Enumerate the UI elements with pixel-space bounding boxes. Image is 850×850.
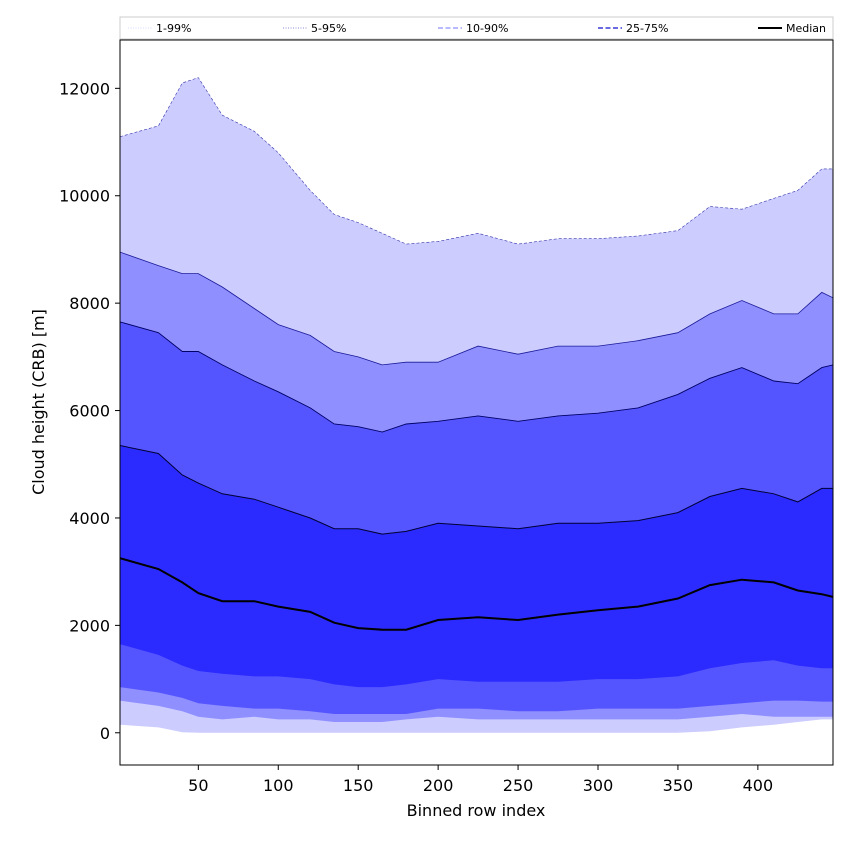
y-axis-ticks: 0 2000 4000 6000 8000 10000 12000 xyxy=(59,79,120,743)
y-tick-label: 12000 xyxy=(59,79,110,98)
line-median xyxy=(120,557,833,631)
x-axis-ticks: 50 100 150 200 250 300 350 400 xyxy=(188,765,773,795)
legend-label: 1-99% xyxy=(156,22,191,35)
y-axis-label: Cloud height (CRB) [m] xyxy=(29,309,48,495)
line-p99 xyxy=(120,77,833,245)
x-tick-label: 400 xyxy=(743,776,774,795)
legend-label: 10-90% xyxy=(466,22,508,35)
line-p75 xyxy=(120,445,833,535)
x-tick-label: 350 xyxy=(663,776,694,795)
y-tick-label: 8000 xyxy=(69,294,110,313)
legend-label: Median xyxy=(786,22,826,35)
percentile-lines xyxy=(120,77,833,631)
x-axis-label: Binned row index xyxy=(407,801,546,820)
x-tick-label: 50 xyxy=(188,776,208,795)
percentile-bands xyxy=(120,77,833,733)
x-tick-label: 300 xyxy=(583,776,614,795)
y-tick-label: 4000 xyxy=(69,509,110,528)
x-tick-label: 100 xyxy=(263,776,294,795)
x-tick-label: 150 xyxy=(343,776,374,795)
y-tick-label: 0 xyxy=(100,724,110,743)
line-p95 xyxy=(120,251,833,366)
legend-label: 25-75% xyxy=(626,22,668,35)
band-25-75 xyxy=(120,445,833,688)
legend-box xyxy=(119,16,834,40)
legend: 1-99% 5-95% 10-90% 25-75% Median xyxy=(119,16,834,40)
y-tick-label: 10000 xyxy=(59,187,110,206)
x-tick-label: 250 xyxy=(503,776,534,795)
y-tick-label: 2000 xyxy=(69,616,110,635)
y-tick-label: 6000 xyxy=(69,402,110,421)
plot-frame xyxy=(119,39,834,766)
x-tick-label: 200 xyxy=(423,776,454,795)
line-p90 xyxy=(120,321,833,433)
legend-label: 5-95% xyxy=(311,22,346,35)
